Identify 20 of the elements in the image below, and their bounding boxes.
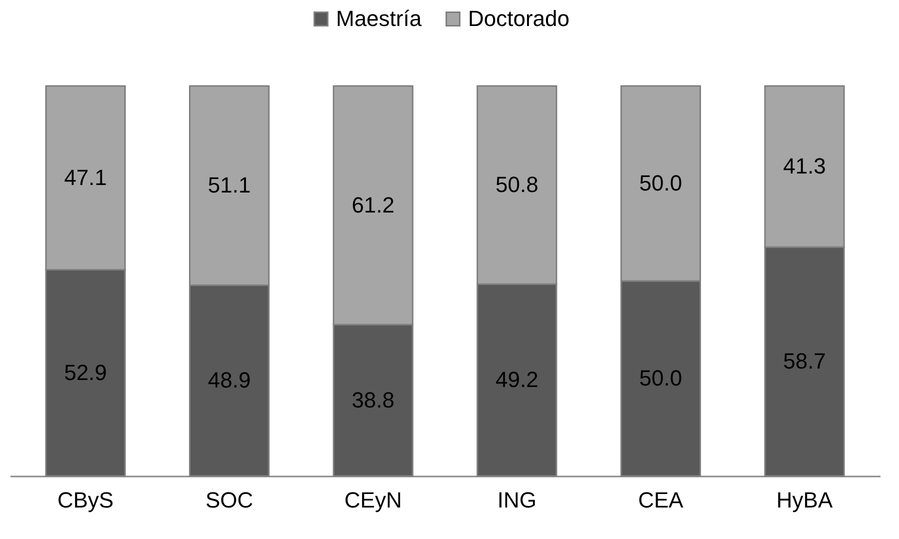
x-tick-label: CEA — [638, 488, 684, 512]
x-tick-label: SOC — [205, 488, 254, 512]
data-label: 58.7 — [783, 348, 826, 374]
data-label: 52.9 — [64, 360, 107, 385]
data-label: 47.1 — [64, 164, 107, 190]
data-label: 50.0 — [639, 170, 682, 196]
data-label: 49.2 — [495, 367, 538, 392]
legend-label: Doctorado — [468, 6, 570, 31]
data-label: 38.8 — [352, 387, 395, 412]
data-label: 48.9 — [208, 368, 251, 393]
legend-label: Maestría — [336, 6, 422, 31]
data-label: 50.8 — [495, 172, 538, 198]
x-tick-label: HyBA — [776, 488, 833, 512]
x-tick-label: CEyN — [344, 488, 402, 512]
data-label: 41.3 — [783, 154, 826, 179]
data-label: 51.1 — [208, 172, 251, 198]
data-label: 50.0 — [639, 366, 682, 390]
x-tick-label: ING — [497, 488, 536, 512]
x-tick-label: CByS — [57, 488, 114, 512]
data-label: 61.2 — [352, 192, 395, 218]
